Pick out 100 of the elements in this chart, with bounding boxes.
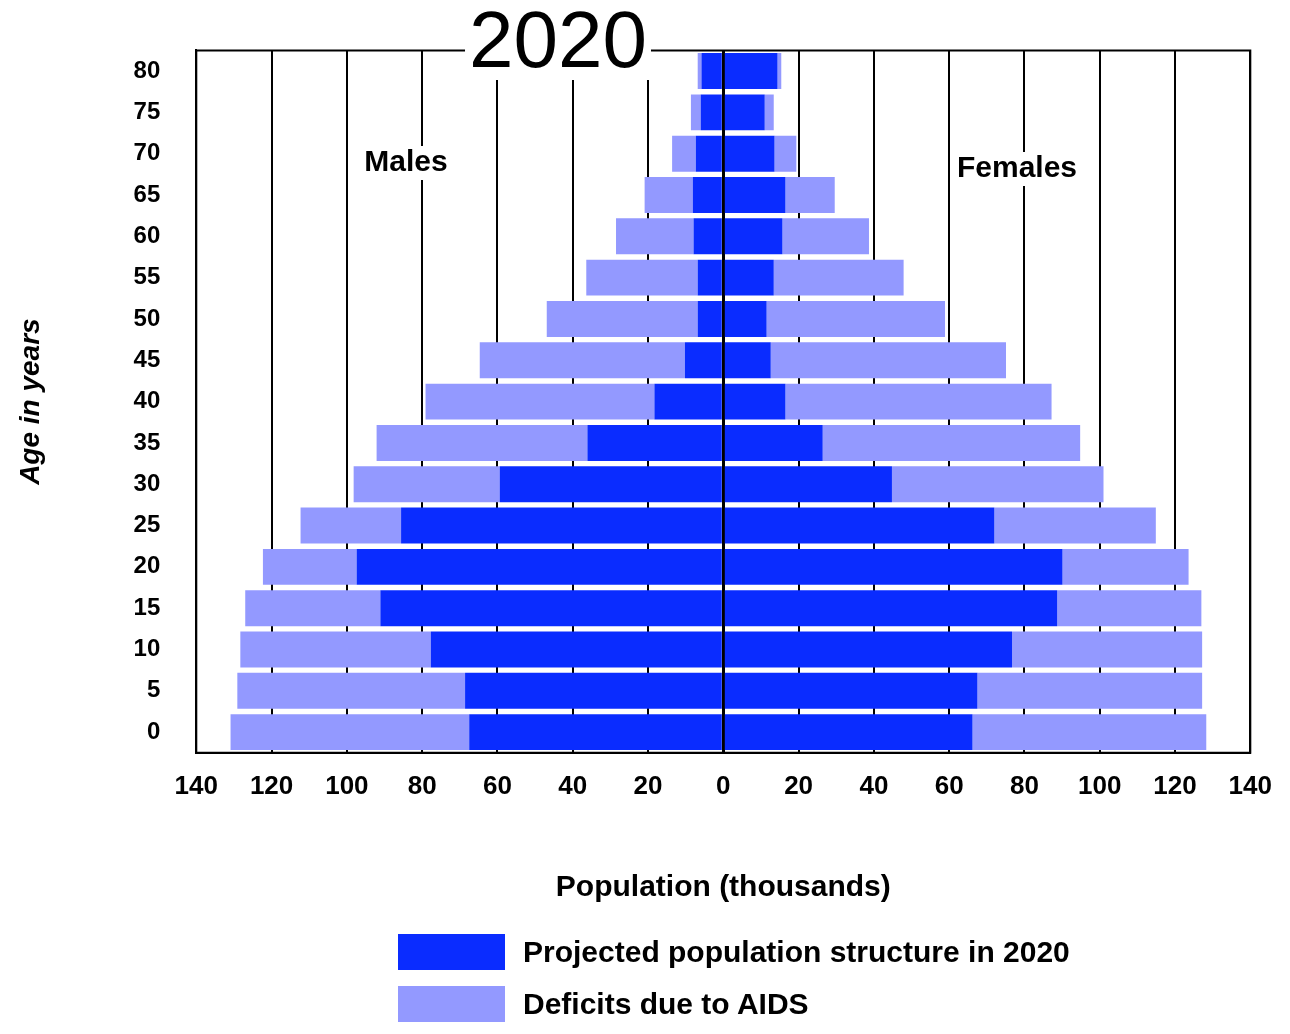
x-tick-label: 80 xyxy=(407,769,437,800)
x-tick-label: 120 xyxy=(249,769,294,800)
x-tick-label: 20 xyxy=(633,769,663,800)
bar xyxy=(692,177,722,213)
bar xyxy=(586,259,698,296)
bar xyxy=(353,466,500,503)
bar xyxy=(300,507,402,544)
bar xyxy=(785,177,835,213)
y-tick-label: 15 xyxy=(133,592,161,620)
x-tick-label: 60 xyxy=(934,769,964,800)
y-tick-label: 30 xyxy=(133,468,161,496)
bar xyxy=(972,714,1207,751)
bar xyxy=(724,94,765,131)
y-tick-label: 35 xyxy=(133,427,161,455)
bar xyxy=(465,672,722,709)
bar xyxy=(724,714,973,751)
y-tick-label: 20 xyxy=(133,551,161,579)
chart-title: 2020 xyxy=(469,0,647,85)
bar xyxy=(700,94,722,131)
y-tick-label: 70 xyxy=(133,138,161,166)
bar xyxy=(697,259,722,296)
bar xyxy=(724,548,1063,585)
bar xyxy=(773,259,904,296)
x-tick-label: 140 xyxy=(174,769,218,800)
bar xyxy=(430,631,722,668)
bar xyxy=(654,383,722,420)
x-tick-label: 20 xyxy=(784,769,814,800)
annotation: Males xyxy=(364,144,448,178)
bar xyxy=(977,672,1203,709)
bar xyxy=(587,424,722,461)
annotation: Females xyxy=(956,150,1078,184)
y-tick-label: 75 xyxy=(133,97,161,124)
y-tick-label: 5 xyxy=(146,675,161,703)
bar xyxy=(684,342,722,379)
bar xyxy=(697,300,722,337)
bar xyxy=(240,631,431,668)
bar xyxy=(782,218,869,255)
legend-label: Deficits due to AIDS xyxy=(523,987,809,1021)
bar xyxy=(774,135,797,172)
legend-label: Projected population structure in 2020 xyxy=(523,935,1070,969)
x-tick-label: 100 xyxy=(325,769,369,800)
bar xyxy=(724,218,783,255)
y-tick-label: 10 xyxy=(133,634,161,662)
bar xyxy=(376,424,588,461)
bar xyxy=(1057,590,1202,627)
y-tick-label: 80 xyxy=(133,55,161,83)
x-tick-label: 40 xyxy=(859,769,889,800)
bar xyxy=(356,548,722,585)
y-tick-label: 55 xyxy=(133,262,161,290)
bar xyxy=(764,94,774,131)
bar xyxy=(822,424,1081,461)
x-tick-label: 0 xyxy=(716,769,731,800)
y-axis-title: Age in years xyxy=(13,318,45,486)
bar xyxy=(724,53,778,90)
bar xyxy=(724,259,774,296)
bar xyxy=(1062,548,1189,585)
bar xyxy=(724,383,786,420)
bar xyxy=(672,135,696,172)
bar xyxy=(994,507,1156,544)
x-tick-label: 120 xyxy=(1153,769,1197,800)
x-tick-label: 60 xyxy=(482,769,512,800)
y-tick-label: 40 xyxy=(133,386,161,414)
bar xyxy=(770,342,1006,379)
x-tick-label: 40 xyxy=(558,769,588,800)
y-tick-label: 45 xyxy=(133,344,161,372)
bar xyxy=(262,548,357,585)
bar xyxy=(425,383,655,420)
bar xyxy=(785,383,1052,420)
bar xyxy=(701,53,722,90)
bar xyxy=(401,507,722,544)
bar xyxy=(693,218,722,255)
bar xyxy=(724,672,978,709)
y-tick-label: 65 xyxy=(133,179,161,207)
x-tick-label: 140 xyxy=(1228,769,1273,800)
x-tick-label: 80 xyxy=(1009,769,1039,800)
bar xyxy=(469,714,722,751)
bar xyxy=(616,218,694,255)
x-tick-label: 100 xyxy=(1078,769,1122,800)
bar xyxy=(479,342,685,379)
bar xyxy=(724,177,786,213)
bar xyxy=(724,631,1013,668)
bar xyxy=(690,94,701,131)
bar xyxy=(724,300,767,337)
bar xyxy=(724,135,775,172)
bar xyxy=(1012,631,1203,668)
x-axis-title: Population (thousands) xyxy=(555,869,891,903)
bar xyxy=(724,424,823,461)
bar xyxy=(724,590,1058,627)
bar xyxy=(695,135,722,172)
bar xyxy=(245,590,381,627)
bar xyxy=(546,300,698,337)
bar xyxy=(644,177,693,213)
bar xyxy=(499,466,722,503)
bar xyxy=(766,300,946,337)
bar xyxy=(237,672,466,709)
bar xyxy=(891,466,1104,503)
bar xyxy=(724,466,892,503)
y-tick-label: 50 xyxy=(133,303,161,331)
y-tick-label: 60 xyxy=(133,220,161,248)
bar xyxy=(724,342,771,379)
